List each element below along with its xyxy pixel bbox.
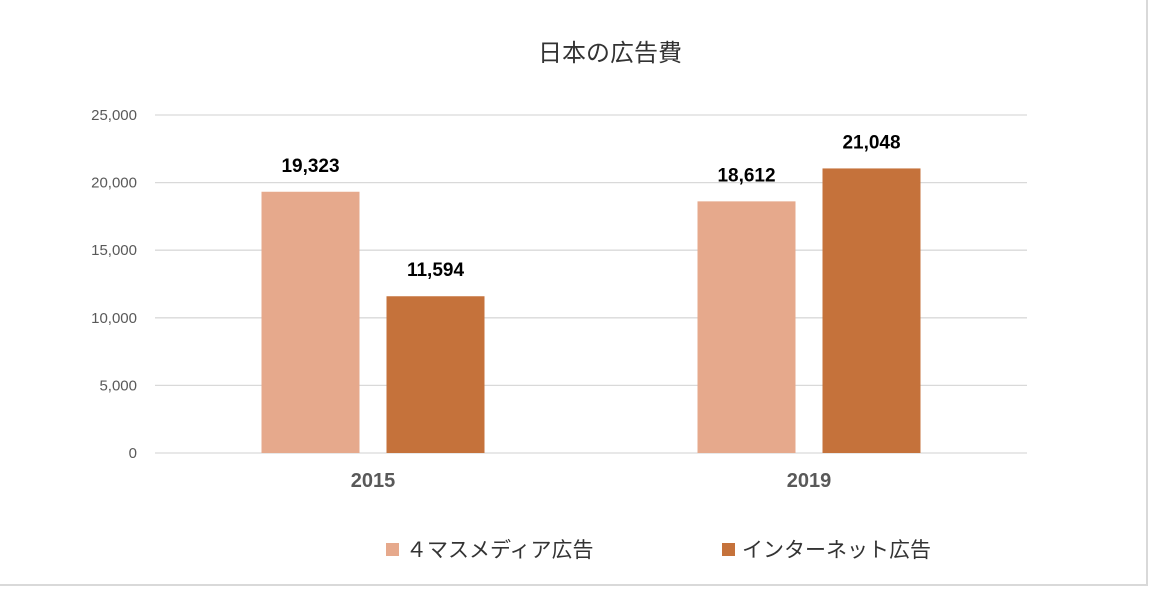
legend-label: ４マスメディア広告 bbox=[406, 538, 594, 562]
bars: 19,323 11,594 18,612 21,048 bbox=[261, 132, 921, 454]
x-category-label: 2015 bbox=[351, 470, 396, 492]
y-tick-label: 25,000 bbox=[91, 107, 137, 124]
bar-1-2015 bbox=[261, 191, 360, 453]
x-category-label: 2019 bbox=[787, 470, 832, 492]
legend-swatch bbox=[722, 543, 735, 556]
bar-2-2015 bbox=[386, 296, 485, 453]
y-tick-label: 20,000 bbox=[91, 175, 137, 192]
bar-2-2019 bbox=[822, 168, 921, 454]
data-label: 11,594 bbox=[407, 260, 464, 281]
chart-title: 日本の広告費 bbox=[538, 39, 682, 67]
y-tick-label: 10,000 bbox=[91, 310, 137, 327]
legend-label: インターネット広告 bbox=[742, 538, 931, 562]
legend-swatch bbox=[386, 543, 399, 556]
bar-1-2019 bbox=[697, 201, 796, 453]
y-axis: 0 5,000 10,000 15,000 20,000 25,000 bbox=[91, 107, 137, 462]
y-tick-label: 0 bbox=[129, 445, 137, 462]
legend: ４マスメディア広告 インターネット広告 bbox=[386, 538, 931, 562]
data-label: 21,048 bbox=[842, 132, 900, 153]
y-tick-label: 5,000 bbox=[99, 377, 137, 394]
y-tick-label: 15,000 bbox=[91, 242, 137, 259]
data-label: 18,612 bbox=[717, 165, 775, 186]
x-axis: 2015 2019 bbox=[351, 470, 832, 492]
data-label: 19,323 bbox=[281, 156, 339, 177]
